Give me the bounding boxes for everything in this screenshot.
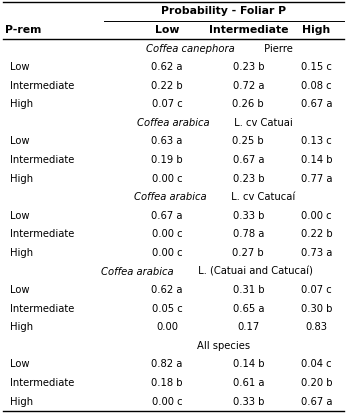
Text: Coffea canephora: Coffea canephora — [146, 43, 235, 54]
Text: High: High — [10, 99, 34, 109]
Text: 0.25 b: 0.25 b — [233, 136, 264, 147]
Text: 0.23 b: 0.23 b — [233, 173, 264, 184]
Text: Intermediate: Intermediate — [10, 81, 75, 91]
Text: 0.00 c: 0.00 c — [152, 173, 182, 184]
Text: High: High — [10, 248, 34, 258]
Text: Low: Low — [10, 285, 30, 295]
Text: 0.07 c: 0.07 c — [301, 285, 332, 295]
Text: 0.67 a: 0.67 a — [151, 211, 183, 221]
Text: 0.65 a: 0.65 a — [233, 304, 264, 314]
Text: Low: Low — [10, 62, 30, 72]
Text: 0.78 a: 0.78 a — [233, 229, 264, 240]
Text: L. (Catuai and Catucaí): L. (Catuai and Catucaí) — [195, 266, 313, 277]
Text: 0.00 c: 0.00 c — [152, 396, 182, 407]
Text: 0.15 c: 0.15 c — [301, 62, 332, 72]
Text: 0.18 b: 0.18 b — [151, 378, 183, 388]
Text: Low: Low — [155, 25, 179, 35]
Text: Intermediate: Intermediate — [209, 25, 288, 35]
Text: L. cv Catuai: L. cv Catuai — [231, 118, 293, 128]
Text: 0.30 b: 0.30 b — [301, 304, 332, 314]
Text: 0.61 a: 0.61 a — [233, 378, 264, 388]
Text: 0.17: 0.17 — [237, 322, 260, 332]
Text: Low: Low — [10, 211, 30, 221]
Text: 0.00 c: 0.00 c — [301, 211, 332, 221]
Text: 0.63 a: 0.63 a — [151, 136, 183, 147]
Text: High: High — [10, 173, 34, 184]
Text: 0.00: 0.00 — [156, 322, 178, 332]
Text: 0.67 a: 0.67 a — [233, 155, 264, 165]
Text: All species: All species — [198, 341, 251, 351]
Text: 0.19 b: 0.19 b — [151, 155, 183, 165]
Text: Probability - Foliar P: Probability - Foliar P — [162, 6, 286, 17]
Text: P-rem: P-rem — [5, 25, 42, 35]
Text: Intermediate: Intermediate — [10, 378, 75, 388]
Text: Intermediate: Intermediate — [10, 155, 75, 165]
Text: 0.83: 0.83 — [306, 322, 328, 332]
Text: 0.26 b: 0.26 b — [233, 99, 264, 109]
Text: 0.33 b: 0.33 b — [233, 211, 264, 221]
Text: 0.31 b: 0.31 b — [233, 285, 264, 295]
Text: 0.77 a: 0.77 a — [301, 173, 333, 184]
Text: 0.20 b: 0.20 b — [301, 378, 333, 388]
Text: Coffea arabica: Coffea arabica — [134, 192, 207, 202]
Text: 0.13 c: 0.13 c — [301, 136, 332, 147]
Text: L. cv Catucaí: L. cv Catucaí — [228, 192, 295, 202]
Text: Low: Low — [10, 136, 30, 147]
Text: 0.04 c: 0.04 c — [301, 359, 332, 370]
Text: 0.05 c: 0.05 c — [152, 304, 182, 314]
Text: High: High — [302, 25, 331, 35]
Text: 0.62 a: 0.62 a — [151, 285, 183, 295]
Text: 0.14 b: 0.14 b — [301, 155, 333, 165]
Text: 0.72 a: 0.72 a — [233, 81, 264, 91]
Text: 0.00 c: 0.00 c — [152, 248, 182, 258]
Text: Coffea arabica: Coffea arabica — [101, 266, 174, 277]
Text: 0.08 c: 0.08 c — [301, 81, 332, 91]
Text: High: High — [10, 322, 34, 332]
Text: 0.07 c: 0.07 c — [152, 99, 182, 109]
Text: 0.00 c: 0.00 c — [152, 229, 182, 240]
Text: 0.67 a: 0.67 a — [301, 99, 333, 109]
Text: 0.23 b: 0.23 b — [233, 62, 264, 72]
Text: 0.22 b: 0.22 b — [151, 81, 183, 91]
Text: Coffea arabica: Coffea arabica — [137, 118, 210, 128]
Text: 0.73 a: 0.73 a — [301, 248, 332, 258]
Text: Intermediate: Intermediate — [10, 229, 75, 240]
Text: 0.82 a: 0.82 a — [151, 359, 183, 370]
Text: 0.14 b: 0.14 b — [233, 359, 264, 370]
Text: 0.33 b: 0.33 b — [233, 396, 264, 407]
Text: 0.27 b: 0.27 b — [233, 248, 264, 258]
Text: Intermediate: Intermediate — [10, 304, 75, 314]
Text: 0.67 a: 0.67 a — [301, 396, 333, 407]
Text: High: High — [10, 396, 34, 407]
Text: 0.62 a: 0.62 a — [151, 62, 183, 72]
Text: Low: Low — [10, 359, 30, 370]
Text: 0.22 b: 0.22 b — [301, 229, 333, 240]
Text: Pierre: Pierre — [261, 43, 293, 54]
